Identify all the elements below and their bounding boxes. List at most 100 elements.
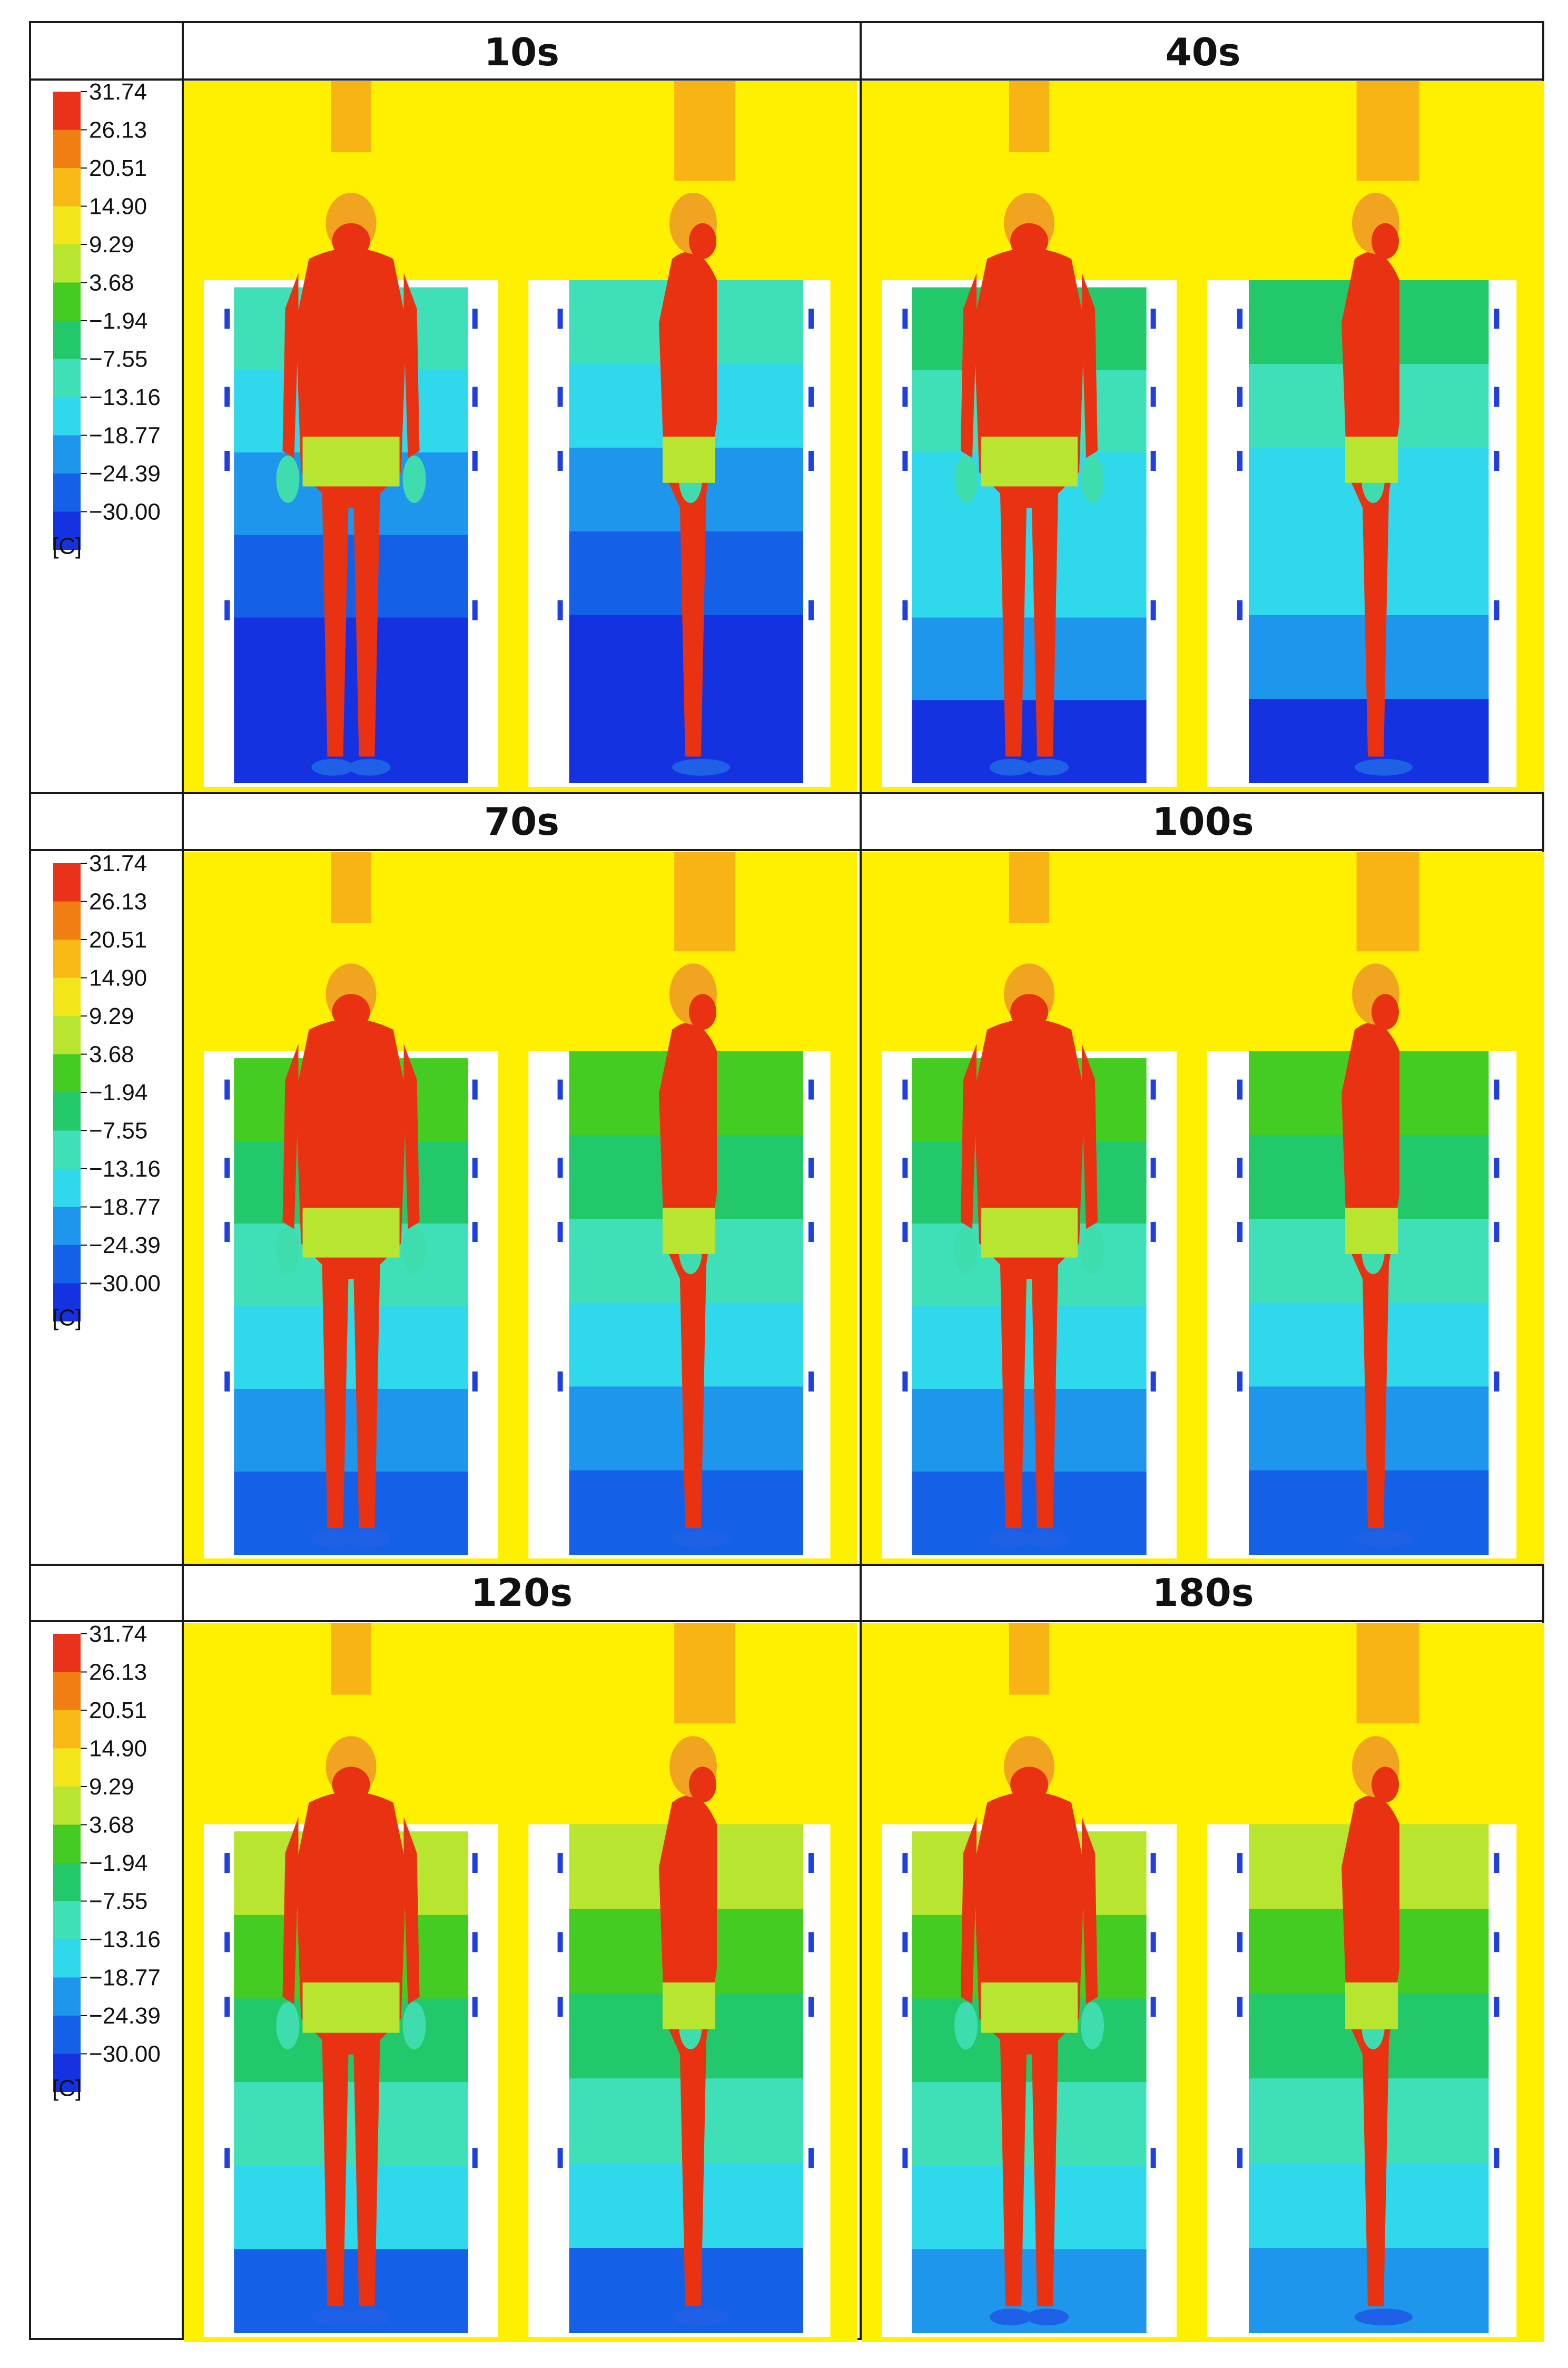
legend-color-swatch <box>53 1901 81 1939</box>
legend-color-swatch <box>53 1054 81 1092</box>
human-body-model <box>974 1792 1084 2306</box>
legend-value: −7.55 <box>89 1889 147 1915</box>
human-body-model <box>974 1019 1084 1528</box>
grid-line <box>182 23 184 2338</box>
legend-value: −30.00 <box>89 499 161 525</box>
legend-color-swatch <box>53 2016 81 2054</box>
side-view-temperature-contour <box>518 81 857 792</box>
legend-value: 14.90 <box>89 1736 147 1762</box>
legend-unit: [C] <box>52 1305 82 1331</box>
legend-unit: [C] <box>52 2076 82 2101</box>
human-body-model <box>1342 1022 1399 1528</box>
legend-value: 20.51 <box>89 1698 147 1723</box>
legend-value: 3.68 <box>89 1812 134 1838</box>
human-body-model <box>659 1795 717 2306</box>
legend-color-swatch <box>53 130 81 168</box>
legend-value: −1.94 <box>89 1850 147 1876</box>
legend-color-swatch <box>53 1939 81 1978</box>
legend-color-swatch <box>53 2054 81 2092</box>
legend-color-swatch <box>53 92 81 130</box>
legend-value: 9.29 <box>89 1003 134 1029</box>
human-body-model <box>295 248 407 757</box>
legend-color-swatch <box>53 282 81 321</box>
legend-color-swatch <box>53 473 81 512</box>
legend-color-swatch <box>53 1092 81 1131</box>
legend-color-swatch <box>53 1863 81 1901</box>
legend-color-swatch <box>53 1207 81 1245</box>
legend-color-swatch <box>53 1169 81 1207</box>
legend-color-swatch <box>53 321 81 359</box>
legend-value: 26.13 <box>89 889 147 915</box>
grid-line <box>31 78 1542 81</box>
human-body-model <box>659 252 717 757</box>
results-table: 10s 40s 70s 100s 120s 180s 31.74 26.13 20.… <box>29 21 1544 2342</box>
legend-value: 26.13 <box>89 117 147 143</box>
side-view-temperature-contour <box>518 852 857 1564</box>
grid-line <box>31 792 1542 794</box>
legend-color-swatch <box>53 1016 81 1054</box>
legend-value: 3.68 <box>89 270 134 296</box>
legend-color-swatch <box>53 206 81 244</box>
legend-value: −18.77 <box>89 1965 161 1991</box>
legend-value: −13.16 <box>89 384 161 410</box>
human-body-model <box>659 1022 717 1528</box>
grid-line <box>860 23 862 2338</box>
legend-value: 31.74 <box>89 1621 147 1647</box>
legend-value: −1.94 <box>89 308 147 334</box>
legend-color-swatch <box>53 511 81 550</box>
legend-color-swatch <box>53 1283 81 1321</box>
grid-line <box>31 1620 1542 1622</box>
legend-value: −30.00 <box>89 2041 161 2067</box>
side-view-temperature-contour <box>1197 81 1544 792</box>
legend-value: −24.39 <box>89 1232 161 1258</box>
human-body-model <box>295 1792 407 2306</box>
grid-line <box>31 1564 1542 1566</box>
legend-color-swatch <box>53 168 81 206</box>
legend-value: −1.94 <box>89 1080 147 1106</box>
legend-color-swatch <box>53 863 81 902</box>
legend-value: −24.39 <box>89 2003 161 2029</box>
grid-line <box>31 849 1542 851</box>
legend-colorbar: 31.74 26.13 20.51 14.90 9.29 3.68 −1.94 −7.55 −1… <box>52 79 161 559</box>
legend-color-swatch <box>53 435 81 473</box>
front-view-temperature-contour <box>184 1623 518 2342</box>
legend-value: 26.13 <box>89 1660 147 1685</box>
legend-color-swatch <box>53 1245 81 1284</box>
legend-value: 9.29 <box>89 232 134 258</box>
legend-color-swatch <box>53 397 81 436</box>
legend-colorbar: 31.74 26.13 20.51 14.90 9.29 3.68 −1.94 −7.55 −1… <box>52 851 161 1331</box>
legend-color-swatch <box>53 901 81 940</box>
legend-color-swatch <box>53 1787 81 1825</box>
legend-color-swatch <box>53 978 81 1016</box>
legend-color-swatch <box>53 359 81 397</box>
legend-color-swatch <box>53 1672 81 1710</box>
legend-value: −13.16 <box>89 1156 161 1182</box>
legend-unit: [C] <box>52 534 82 559</box>
front-view-temperature-contour <box>862 852 1197 1564</box>
legend-value: 20.51 <box>89 155 147 181</box>
legend-value: 31.74 <box>89 851 147 876</box>
side-view-temperature-contour <box>1197 852 1544 1564</box>
legend-color-swatch <box>53 1634 81 1672</box>
side-view-temperature-contour <box>1197 1623 1544 2342</box>
legend-value: −7.55 <box>89 1118 147 1144</box>
human-body-model <box>295 1019 407 1528</box>
human-body-model <box>974 248 1084 757</box>
front-view-temperature-contour <box>184 852 518 1564</box>
human-body-model <box>1342 1795 1399 2306</box>
time-label: 40s <box>1165 30 1241 74</box>
legend-value: −13.16 <box>89 1927 161 1952</box>
legend-value: 9.29 <box>89 1774 134 1800</box>
legend-color-swatch <box>53 1710 81 1749</box>
legend-value: 20.51 <box>89 927 147 953</box>
legend-color-swatch <box>53 1130 81 1169</box>
temperature-legend: 31.74 26.13 20.51 14.90 9.29 3.68 −1.94 −7.55 −1… <box>47 851 163 1361</box>
side-view-temperature-contour <box>518 1623 857 2342</box>
legend-value: −7.55 <box>89 347 147 372</box>
legend-color-swatch <box>53 1748 81 1787</box>
legend-value: 3.68 <box>89 1042 134 1068</box>
temperature-legend: 31.74 26.13 20.51 14.90 9.29 3.68 −1.94 −7.55 −1… <box>47 1621 163 2132</box>
legend-color-swatch <box>53 1977 81 2016</box>
front-view-temperature-contour <box>184 81 518 792</box>
legend-value: 14.90 <box>89 194 147 220</box>
